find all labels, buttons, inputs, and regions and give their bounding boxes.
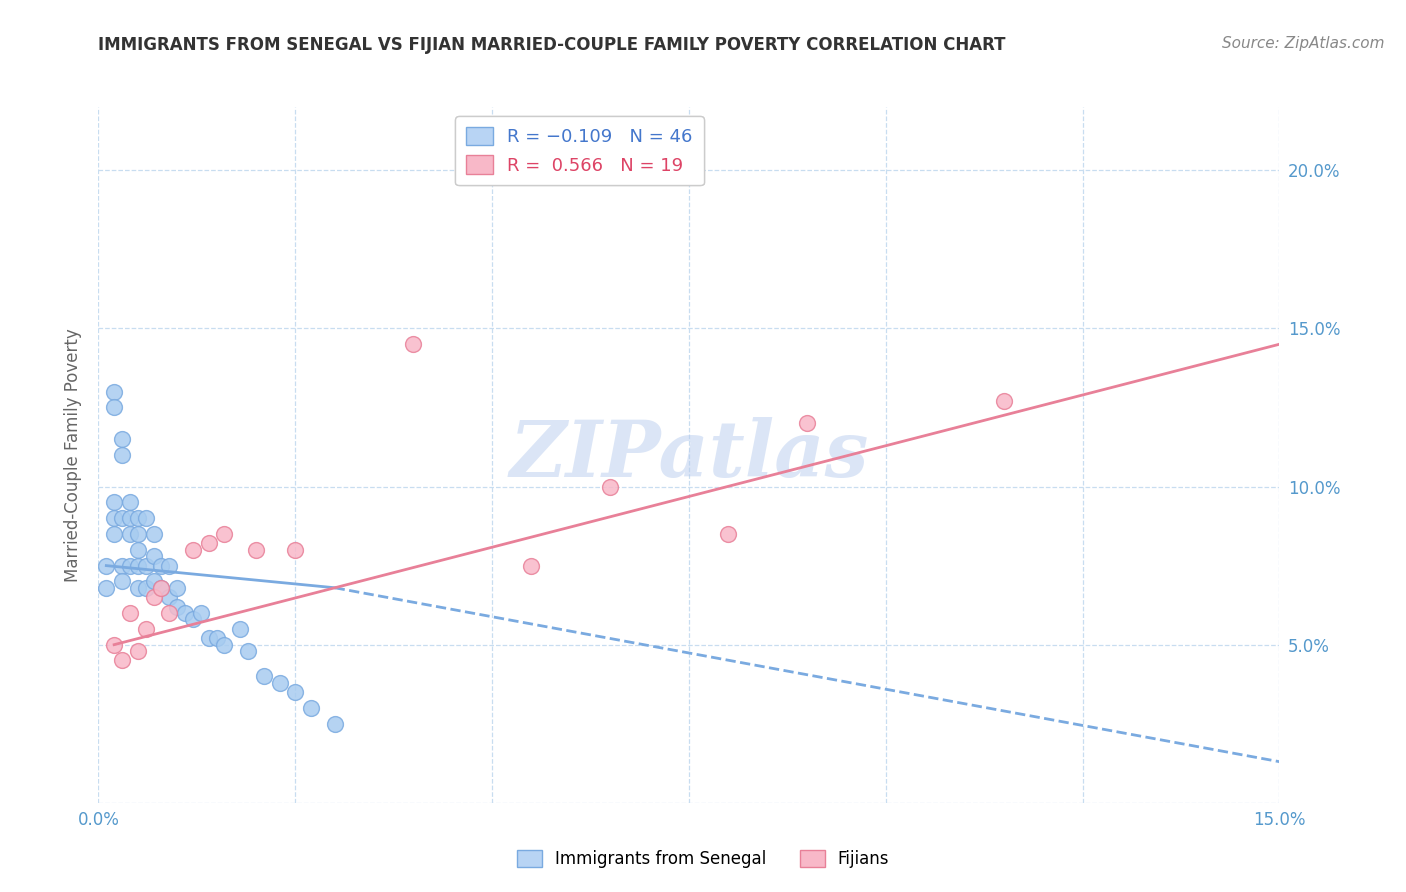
Point — [599, 479, 621, 493]
Point — [181, 542, 204, 557]
Point — [174, 606, 197, 620]
Point — [181, 612, 204, 626]
Y-axis label: Married-Couple Family Poverty: Married-Couple Family Poverty — [65, 328, 83, 582]
Point — [135, 622, 157, 636]
Point — [103, 527, 125, 541]
Point — [402, 337, 425, 351]
Point — [157, 606, 180, 620]
Point — [118, 527, 141, 541]
Point — [197, 536, 219, 550]
Point — [197, 632, 219, 646]
Point — [127, 581, 149, 595]
Point — [236, 644, 259, 658]
Point — [284, 685, 307, 699]
Point — [245, 542, 267, 557]
Point — [157, 558, 180, 573]
Point — [269, 675, 291, 690]
Text: ZIPatlas: ZIPatlas — [509, 417, 869, 493]
Point — [717, 527, 740, 541]
Legend: R = −0.109   N = 46, R =  0.566   N = 19: R = −0.109 N = 46, R = 0.566 N = 19 — [456, 116, 703, 186]
Point — [205, 632, 228, 646]
Point — [103, 511, 125, 525]
Point — [118, 606, 141, 620]
Point — [142, 574, 165, 589]
Point — [299, 701, 322, 715]
Point — [127, 511, 149, 525]
Point — [127, 527, 149, 541]
Point — [103, 495, 125, 509]
Point — [284, 542, 307, 557]
Point — [118, 558, 141, 573]
Point — [166, 581, 188, 595]
Point — [103, 638, 125, 652]
Point — [111, 558, 134, 573]
Point — [142, 527, 165, 541]
Point — [323, 716, 346, 731]
Legend: Immigrants from Senegal, Fijians: Immigrants from Senegal, Fijians — [510, 843, 896, 875]
Point — [135, 511, 157, 525]
Point — [229, 622, 252, 636]
Point — [118, 495, 141, 509]
Point — [111, 511, 134, 525]
Point — [96, 558, 118, 573]
Point — [135, 558, 157, 573]
Point — [214, 527, 236, 541]
Point — [150, 558, 173, 573]
Point — [127, 644, 149, 658]
Point — [150, 581, 173, 595]
Point — [150, 581, 173, 595]
Text: Source: ZipAtlas.com: Source: ZipAtlas.com — [1222, 36, 1385, 51]
Point — [214, 638, 236, 652]
Point — [111, 432, 134, 446]
Point — [253, 669, 276, 683]
Point — [190, 606, 212, 620]
Point — [103, 401, 125, 415]
Point — [111, 653, 134, 667]
Point — [993, 394, 1015, 409]
Point — [118, 511, 141, 525]
Point — [96, 581, 118, 595]
Point — [103, 384, 125, 399]
Point — [135, 581, 157, 595]
Point — [142, 549, 165, 563]
Point — [111, 574, 134, 589]
Point — [157, 591, 180, 605]
Point — [520, 558, 543, 573]
Point — [127, 558, 149, 573]
Text: IMMIGRANTS FROM SENEGAL VS FIJIAN MARRIED-COUPLE FAMILY POVERTY CORRELATION CHAR: IMMIGRANTS FROM SENEGAL VS FIJIAN MARRIE… — [98, 36, 1005, 54]
Point — [166, 599, 188, 614]
Point — [796, 417, 818, 431]
Point — [142, 591, 165, 605]
Point — [111, 448, 134, 462]
Point — [127, 542, 149, 557]
